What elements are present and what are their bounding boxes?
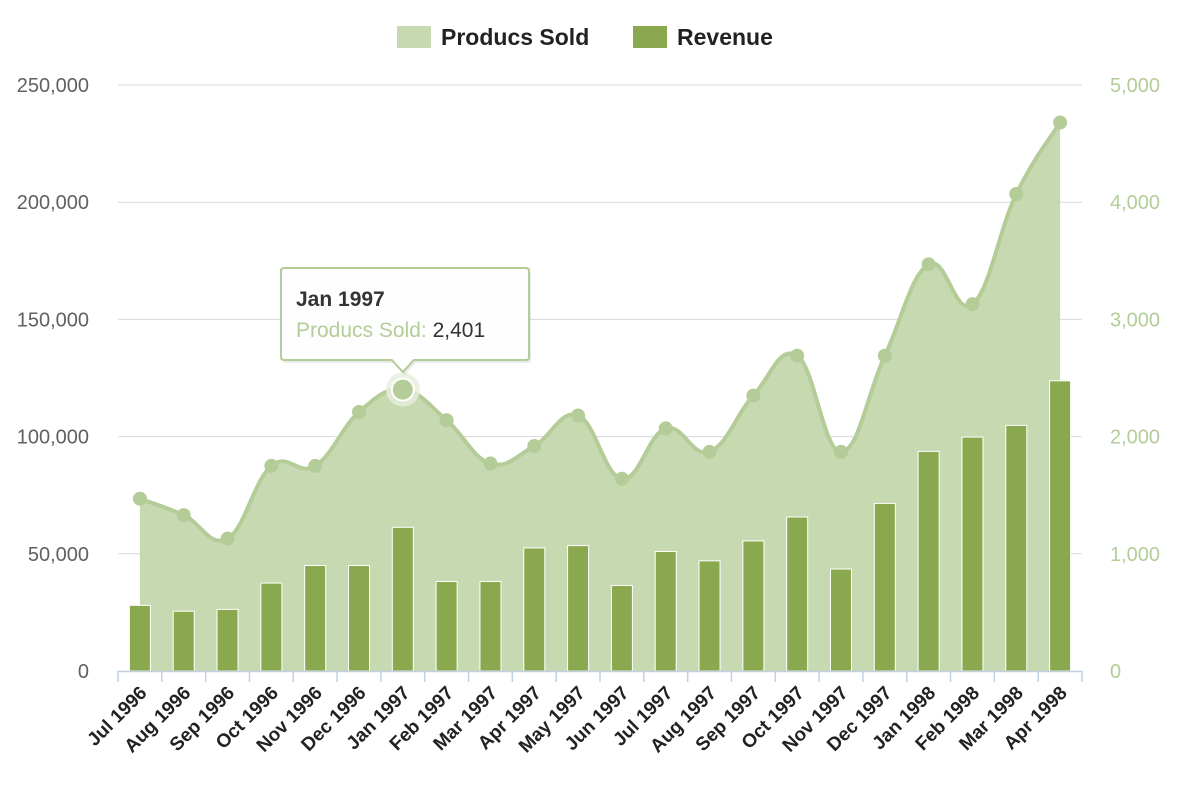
y-right-tick-label: 4,000	[1110, 192, 1160, 214]
revenue-bar[interactable]	[742, 540, 765, 672]
products-sold-point[interactable]	[176, 508, 191, 523]
revenue-bar[interactable]	[1005, 424, 1028, 672]
legend-label: Revenue	[677, 24, 773, 50]
y-left-tick-label: 0	[78, 661, 89, 683]
products-sold-point[interactable]	[965, 297, 980, 312]
products-sold-point[interactable]	[264, 458, 279, 473]
y-right-tick-label: 1,000	[1110, 544, 1160, 566]
products-sold-point[interactable]	[1053, 115, 1068, 130]
revenue-bar[interactable]	[1049, 380, 1072, 672]
legend-label: Producs Sold	[441, 24, 589, 50]
products-sold-point[interactable]	[702, 444, 717, 459]
revenue-bar[interactable]	[610, 584, 633, 672]
revenue-bar[interactable]	[260, 582, 283, 672]
y-left-tick-label: 50,000	[28, 544, 89, 566]
tooltip-row: Producs Sold: 2,401	[296, 319, 485, 342]
legend-swatch	[397, 26, 431, 48]
products-sold-point[interactable]	[132, 491, 147, 506]
revenue-bar[interactable]	[961, 436, 984, 672]
products-sold-point[interactable]	[614, 471, 629, 486]
products-sold-point[interactable]	[439, 413, 454, 428]
area-fill	[139, 122, 1061, 671]
products-sold-point[interactable]	[746, 388, 761, 403]
products-sold-point[interactable]	[790, 348, 805, 363]
products-sold-point[interactable]	[834, 444, 848, 459]
revenue-bar[interactable]	[348, 565, 370, 672]
products-sold-point[interactable]	[1009, 186, 1024, 201]
products-sold-point[interactable]	[308, 458, 323, 473]
products-sold-point[interactable]	[877, 348, 892, 363]
revenue-bar[interactable]	[698, 560, 721, 672]
revenue-bar[interactable]	[917, 450, 940, 672]
revenue-bar[interactable]	[216, 608, 239, 672]
products-sold-point[interactable]	[658, 421, 673, 436]
revenue-bar[interactable]	[786, 516, 809, 672]
area-series	[139, 122, 1061, 671]
y-left-tick-label: 200,000	[17, 192, 89, 214]
products-sold-point[interactable]	[527, 438, 542, 453]
revenue-bar[interactable]	[391, 526, 414, 672]
tooltip-box	[280, 267, 530, 374]
revenue-bar[interactable]	[304, 565, 327, 672]
legend[interactable]: Producs Sold Revenue	[397, 24, 773, 50]
revenue-bar[interactable]	[567, 545, 590, 672]
revenue-bar[interactable]	[873, 502, 896, 672]
revenue-bar[interactable]	[128, 604, 151, 672]
revenue-bar[interactable]	[435, 580, 458, 672]
y-left-tick-label: 100,000	[17, 427, 89, 449]
products-sold-point[interactable]	[571, 408, 586, 423]
products-sold-point[interactable]	[921, 257, 936, 272]
y-right-tick-label: 2,000	[1110, 427, 1160, 449]
revenue-bar[interactable]	[523, 547, 546, 672]
legend-item-revenue[interactable]: Revenue	[633, 24, 773, 50]
line-series	[132, 115, 1068, 546]
column-series	[128, 380, 1072, 672]
products-sold-point[interactable]	[483, 456, 498, 471]
revenue-bar[interactable]	[830, 568, 852, 672]
products-sold-point[interactable]	[352, 404, 366, 419]
revenue-bar[interactable]	[479, 580, 502, 672]
tooltip-value: 2,401	[433, 319, 486, 342]
y-left-tick-label: 150,000	[17, 309, 89, 331]
y-left-tick-label: 250,000	[17, 75, 89, 97]
products-sold-point[interactable]	[390, 377, 415, 402]
tooltip-title: Jan 1997	[296, 288, 385, 311]
tooltip: Jan 1997 Producs Sold: 2,401	[280, 267, 531, 375]
y-right-tick-label: 3,000	[1110, 309, 1160, 331]
tooltip-series-label: Producs Sold:	[296, 319, 433, 342]
revenue-bar[interactable]	[654, 550, 677, 672]
legend-item-products-sold[interactable]: Producs Sold	[397, 24, 589, 50]
products-sold-point[interactable]	[220, 531, 235, 546]
y-right-tick-label: 5,000	[1110, 75, 1160, 97]
legend-swatch	[633, 26, 667, 48]
y-right-tick-label: 0	[1110, 661, 1121, 683]
revenue-bar[interactable]	[172, 610, 195, 672]
